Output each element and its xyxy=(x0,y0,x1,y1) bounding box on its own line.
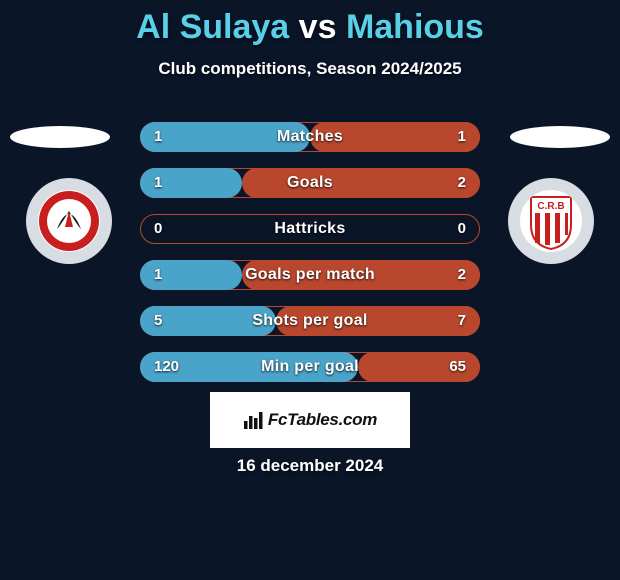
stat-row: 12Goals xyxy=(140,168,480,198)
stat-row: 00Hattricks xyxy=(140,214,480,244)
vs-text: vs xyxy=(299,8,337,46)
stat-row: 12Goals per match xyxy=(140,260,480,290)
date-text: 16 december 2024 xyxy=(0,456,620,476)
club-badge-right: C.R.B xyxy=(508,178,594,264)
subtitle: Club competitions, Season 2024/2025 xyxy=(0,59,620,79)
club-crest-right-icon: C.R.B xyxy=(521,191,581,251)
stat-row: 11Matches xyxy=(140,122,480,152)
stats-container: 11Matches 12Goals 00Hattricks 12Goals per m… xyxy=(140,122,480,398)
stat-label: Min per goal xyxy=(140,352,480,382)
svg-text:C.R.B: C.R.B xyxy=(537,201,564,212)
stat-label: Shots per goal xyxy=(140,306,480,336)
stat-label: Goals per match xyxy=(140,260,480,290)
player2-name: Mahious xyxy=(346,8,484,46)
chart-bars-icon xyxy=(243,410,263,430)
player1-name: Al Sulaya xyxy=(136,8,289,46)
stat-label: Matches xyxy=(140,122,480,152)
stat-row: 12065Min per goal xyxy=(140,352,480,382)
ellipse-left xyxy=(10,126,110,148)
stat-row: 57Shots per goal xyxy=(140,306,480,336)
watermark: FcTables.com xyxy=(210,392,410,448)
ellipse-right xyxy=(510,126,610,148)
watermark-text: FcTables.com xyxy=(268,410,377,430)
club-crest-left-icon xyxy=(39,191,99,251)
club-badge-left xyxy=(26,178,112,264)
page-title: Al Sulaya vs Mahious xyxy=(0,0,620,47)
stat-label: Goals xyxy=(140,168,480,198)
stat-label: Hattricks xyxy=(140,214,480,244)
